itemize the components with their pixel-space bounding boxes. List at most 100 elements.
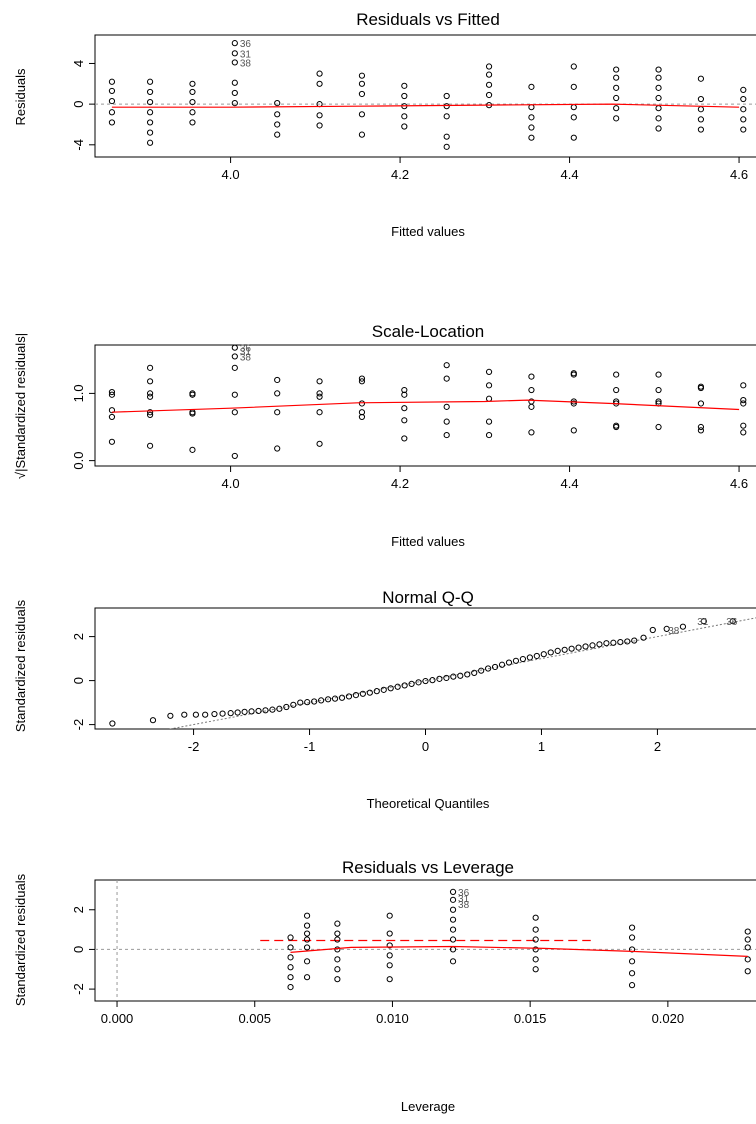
data-point [316,409,323,416]
data-point [274,376,281,384]
data-point [443,133,450,140]
point-label: 38 [458,900,470,911]
data-point [358,400,366,407]
data-point [649,626,656,634]
data-point [613,66,620,73]
data-point [316,80,323,87]
data-point [570,427,577,434]
data-point [471,669,478,677]
data-point [628,924,636,931]
data-point [108,438,116,445]
data-point [316,122,323,129]
panel-title: Residuals vs Fitted [356,10,500,29]
data-point [108,391,116,398]
data-point [528,104,535,111]
data-point [358,131,366,138]
data-point [386,930,393,937]
data-point [532,914,539,921]
data-point [231,409,238,416]
data-point [231,79,238,86]
data-point [255,707,262,715]
data-point [387,685,394,692]
data-point [189,80,196,87]
data-point [189,119,196,126]
x-tick-label: 0 [422,739,429,754]
data-point [485,382,493,389]
data-point [449,936,457,943]
data-point [697,106,705,113]
data-point [189,88,196,96]
y-tick-label: 2 [71,906,86,913]
panel-scale-location: Scale-Location Fitted values √|Standardi… [13,322,484,549]
data-point [740,106,747,113]
data-point [740,400,747,407]
data-point [628,934,636,941]
data-point [697,400,705,407]
data-point [443,375,450,382]
data-point [532,936,539,943]
plot-frame [94,607,756,730]
data-point [443,103,450,110]
data-point [570,83,577,90]
data-point [283,703,290,711]
data-point [485,418,493,425]
data-point [358,409,366,416]
data-point [189,446,196,453]
data-point [146,88,154,96]
data-point [231,364,238,371]
data-point [274,390,281,397]
data-point [358,80,366,87]
data-point [528,124,535,131]
data-point [485,431,493,439]
data-point [386,912,393,919]
data-point [287,964,294,971]
data-point [436,675,443,682]
data-point [334,976,341,983]
x-tick-label: 4.2 [391,167,409,182]
data-point [401,123,408,130]
y-tick-label: 2 [71,633,86,640]
y-axis-label: √|Standardized residuals| [13,333,28,479]
data-point [386,962,393,969]
data-point [655,386,662,394]
data-point [655,66,662,73]
data-point [655,74,662,81]
x-tick-label: 0.015 [514,1011,547,1026]
panel-title: Residuals vs Leverage [342,858,514,877]
data-point [146,378,154,385]
x-tick-label: 4.4 [561,476,579,491]
data-point [464,671,471,678]
data-point [304,699,311,706]
data-point [303,922,311,929]
data-point [744,968,751,975]
data-point [624,638,631,645]
data-point [532,966,539,973]
data-point [610,639,617,646]
data-point [318,697,325,704]
data-point [241,708,248,715]
data-point [628,982,636,989]
data-point [528,403,535,410]
data-point [108,407,116,414]
data-point [740,429,747,436]
data-point [628,946,636,953]
data-point [358,111,366,118]
data-point [528,398,535,405]
data-point [554,647,561,655]
data-point [570,104,577,111]
data-point [146,409,154,416]
data-point [401,386,408,394]
x-tick-label: 4.4 [561,167,579,182]
data-point [526,654,533,661]
data-point [744,956,751,963]
data-point [603,640,610,647]
data-point [108,388,116,396]
point-label: 31 [240,49,252,60]
y-tick-label: 0 [71,677,86,684]
data-point [274,111,281,118]
y-tick-label: 1.0 [71,384,86,402]
data-point [740,382,747,389]
point-label: 31 [458,894,470,905]
